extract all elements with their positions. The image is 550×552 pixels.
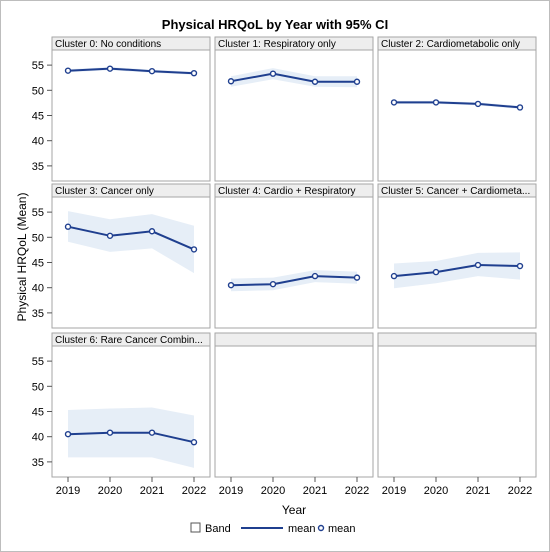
mean-point xyxy=(148,67,156,75)
x-tick-label: 2019 xyxy=(382,485,406,497)
ci-band xyxy=(68,407,194,468)
legend: Band mean mean xyxy=(190,522,356,535)
y-tick-label: 35 xyxy=(32,161,44,173)
legend-mean-marker-swatch xyxy=(317,524,325,532)
mean-point xyxy=(106,232,114,239)
mean-point xyxy=(190,246,198,253)
panel-7 xyxy=(214,332,374,478)
mean-point xyxy=(64,430,72,438)
mean-point xyxy=(227,281,235,289)
panel-header xyxy=(214,332,374,347)
x-tick-label: 2021 xyxy=(303,485,327,497)
mean-point xyxy=(432,268,440,276)
x-tick-label: 2019 xyxy=(219,485,243,497)
ci-band xyxy=(68,211,194,274)
x-tick-label: 2021 xyxy=(140,485,164,497)
panel-3: Cluster 3: Cancer only xyxy=(51,183,211,329)
mean-point xyxy=(353,274,361,281)
y-tick-label: 45 xyxy=(32,258,44,270)
mean-point xyxy=(148,228,156,235)
panel-0: Cluster 0: No conditions xyxy=(51,36,211,182)
ci-band xyxy=(394,252,520,289)
panel-6: Cluster 6: Rare Cancer Combin... xyxy=(51,332,211,478)
mean-line xyxy=(67,225,195,251)
panel-plot-area xyxy=(377,49,537,182)
panel-label: Cluster 4: Cardio + Respiratory xyxy=(218,186,356,197)
panel-8 xyxy=(377,332,537,478)
mean-line xyxy=(67,67,195,75)
panel-label: Cluster 3: Cancer only xyxy=(55,186,154,197)
mean-line xyxy=(393,263,521,278)
mean-line xyxy=(394,101,521,109)
mean-point xyxy=(227,78,235,85)
y-tick-label: 55 xyxy=(32,356,44,368)
legend-label-band: Band xyxy=(205,523,231,535)
x-tick-label: 2022 xyxy=(508,485,532,497)
panel-plot-area xyxy=(214,196,374,329)
mean-point xyxy=(106,65,114,72)
panel-label: Cluster 6: Rare Cancer Combin... xyxy=(55,335,203,346)
y-tick-label: 35 xyxy=(32,308,44,320)
panel-label: Cluster 5: Cancer + Cardiometa... xyxy=(381,186,530,197)
y-tick-label: 40 xyxy=(32,136,44,148)
mean-point xyxy=(64,223,72,230)
y-tick-label: 55 xyxy=(32,207,44,219)
mean-point xyxy=(148,429,156,436)
mean-point xyxy=(474,261,482,269)
y-tick-label: 55 xyxy=(32,60,44,72)
mean-point xyxy=(311,78,319,85)
mean-point xyxy=(432,99,440,106)
mean-line xyxy=(67,431,195,444)
y-axis-label: Physical HRQoL (Mean) xyxy=(15,193,29,322)
mean-point xyxy=(106,429,114,436)
legend-label-mean-marker: mean xyxy=(328,523,356,535)
y-tick-label: 50 xyxy=(32,85,44,97)
x-tick-label: 2020 xyxy=(424,485,448,497)
legend-label-mean-line: mean xyxy=(288,523,316,535)
panel-label: Cluster 2: Cardiometabolic only xyxy=(381,39,520,50)
x-tick-label: 2021 xyxy=(466,485,490,497)
x-axis-label: Year xyxy=(282,503,306,517)
legend-band-swatch xyxy=(190,522,201,533)
mean-point xyxy=(390,272,398,280)
mean-point xyxy=(474,100,482,108)
panel-2: Cluster 2: Cardiometabolic only xyxy=(377,36,537,182)
mean-point xyxy=(516,262,524,270)
mean-point xyxy=(64,67,72,74)
y-tick-label: 45 xyxy=(32,407,44,419)
x-tick-label: 2022 xyxy=(345,485,369,497)
panel-1: Cluster 1: Respiratory only xyxy=(214,36,374,182)
mean-point xyxy=(353,78,361,85)
panel-header xyxy=(377,332,537,347)
mean-point xyxy=(269,280,277,288)
x-tick-label: 2022 xyxy=(182,485,206,497)
mean-line xyxy=(230,72,357,83)
y-tick-label: 40 xyxy=(32,432,44,444)
mean-point xyxy=(390,99,398,106)
panel-plot-area xyxy=(377,345,537,478)
chart-title: Physical HRQoL by Year with 95% CI xyxy=(162,17,388,32)
panel-plot-area xyxy=(214,345,374,478)
y-tick-label: 35 xyxy=(32,457,44,469)
mean-point xyxy=(190,439,198,446)
mean-line xyxy=(230,275,358,287)
y-tick-label: 50 xyxy=(32,232,44,244)
mean-point xyxy=(269,70,277,77)
panel-5: Cluster 5: Cancer + Cardiometa... xyxy=(377,183,537,329)
mean-point xyxy=(190,69,198,77)
y-tick-label: 40 xyxy=(32,283,44,295)
x-tick-label: 2020 xyxy=(98,485,122,497)
x-tick-label: 2019 xyxy=(56,485,80,497)
panel-label: Cluster 0: No conditions xyxy=(55,39,161,50)
mean-point xyxy=(516,104,524,111)
y-tick-label: 45 xyxy=(32,111,44,123)
panel-label: Cluster 1: Respiratory only xyxy=(218,39,336,50)
panel-4: Cluster 4: Cardio + Respiratory xyxy=(214,183,374,329)
mean-point xyxy=(311,272,319,280)
y-tick-label: 50 xyxy=(32,381,44,393)
panel-plot-area xyxy=(214,49,374,182)
x-tick-label: 2020 xyxy=(261,485,285,497)
